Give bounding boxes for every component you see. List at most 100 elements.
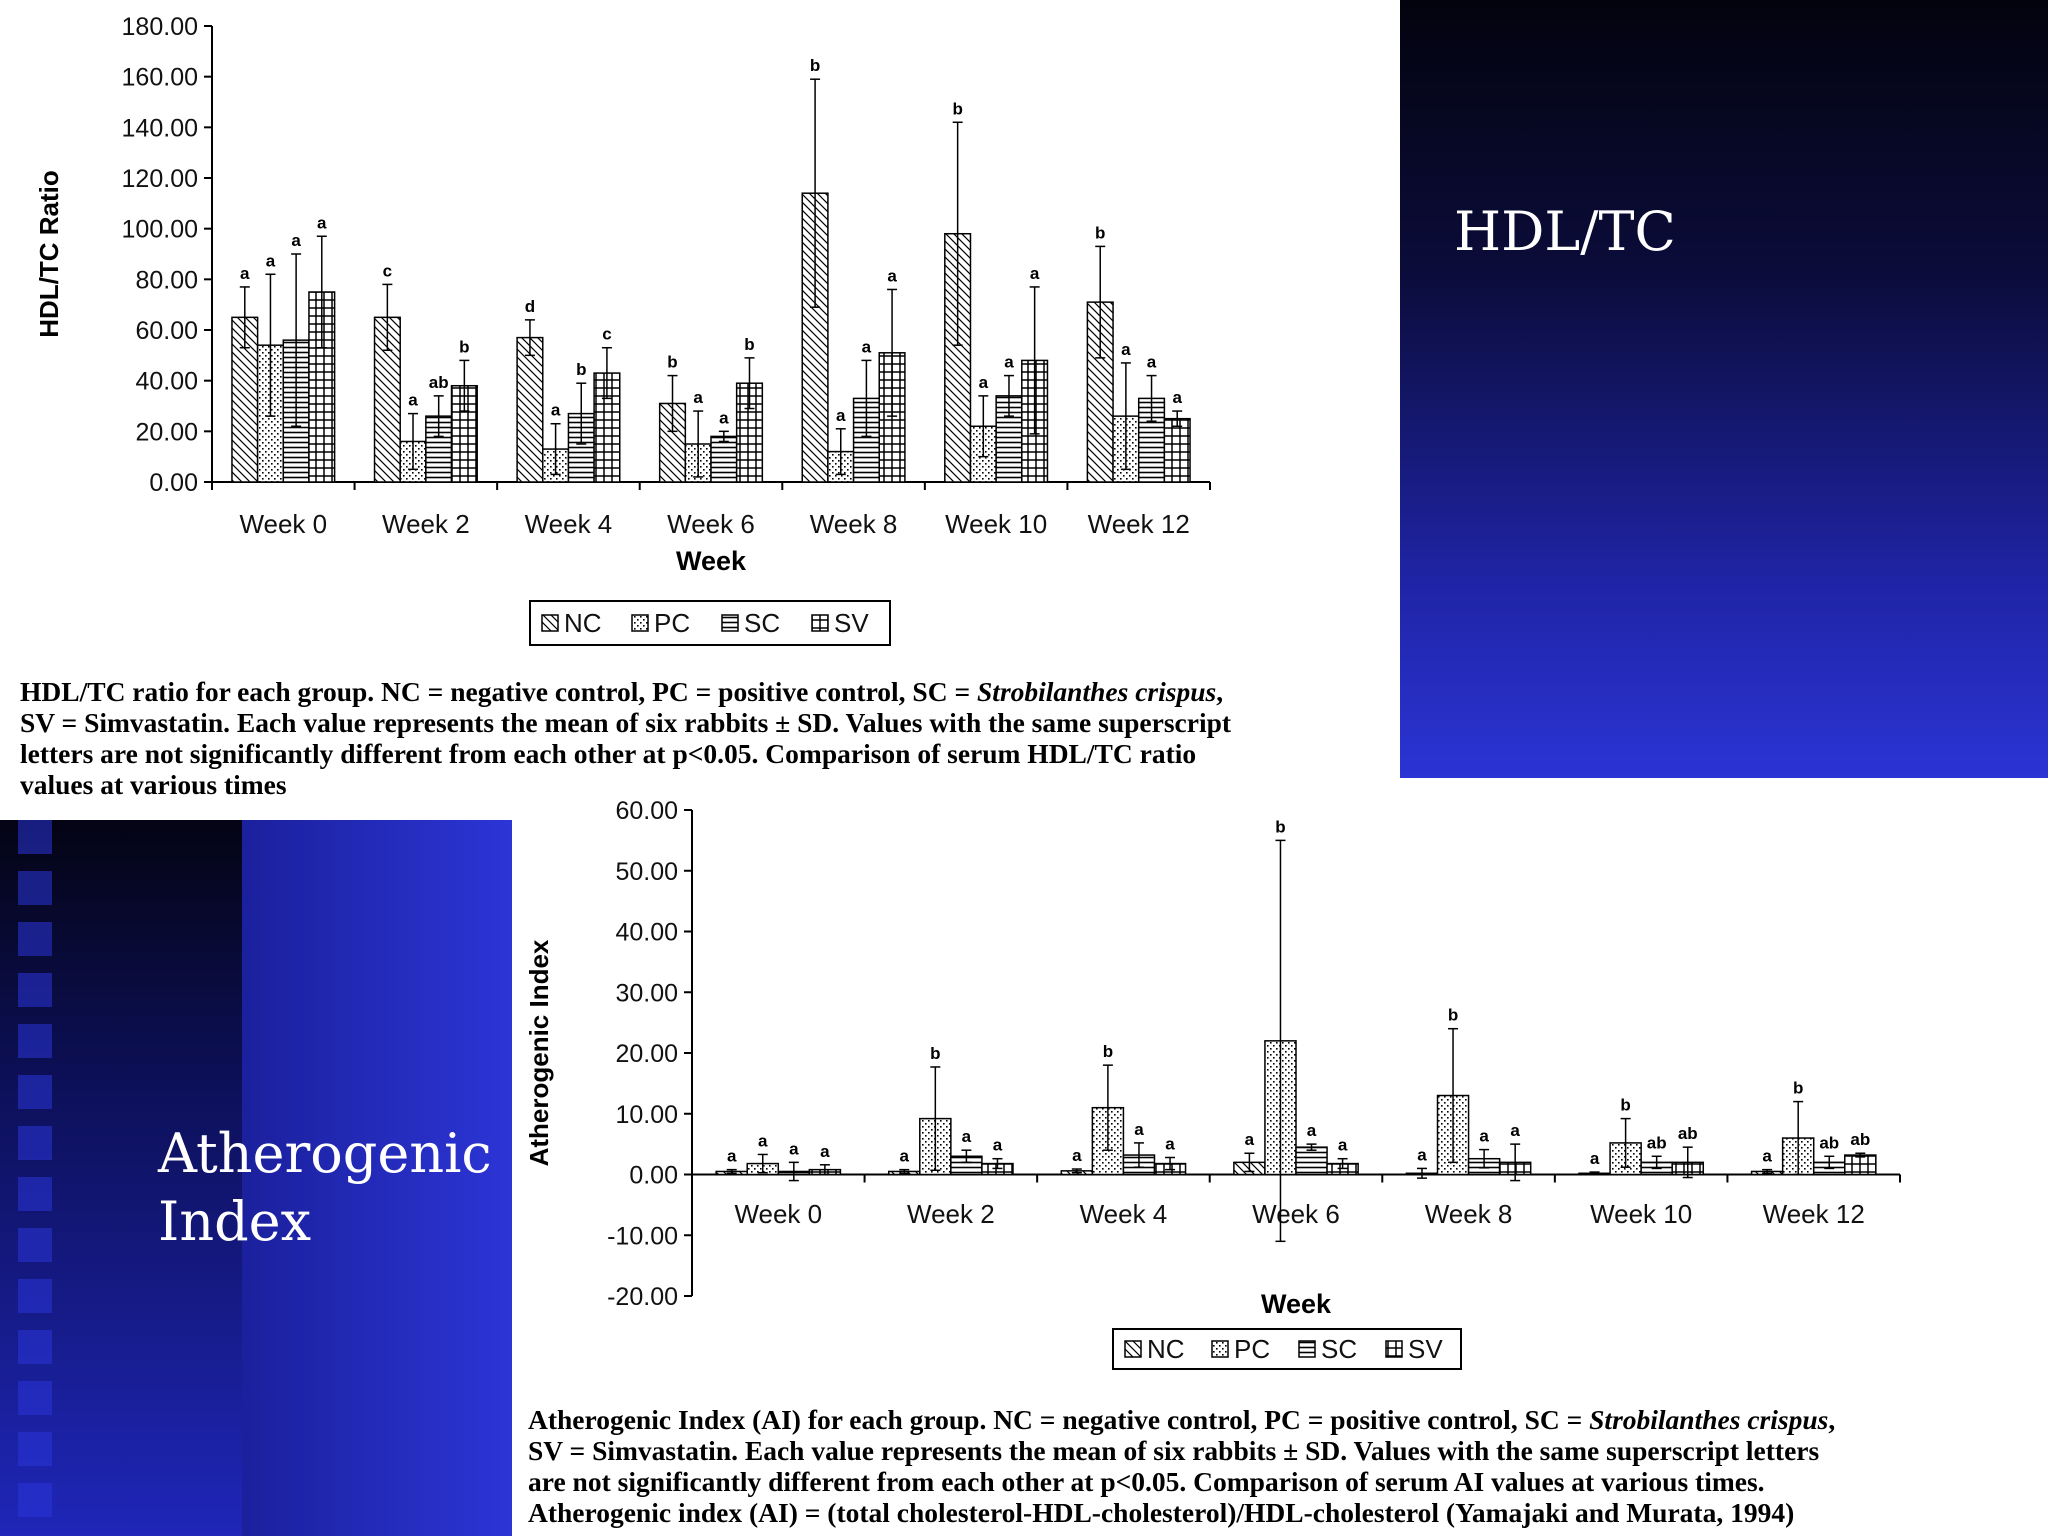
significance-label: b	[744, 335, 754, 354]
bar-sv	[878, 352, 906, 483]
y-tick-label: 140.00	[122, 114, 198, 142]
caption-line: letters are not significantly different …	[20, 738, 1197, 769]
y-tick-label: 160.00	[122, 64, 198, 92]
caption-text: Atherogenic Index (AI) for each group. N…	[528, 1404, 1590, 1435]
legend-swatch	[1211, 1340, 1229, 1358]
significance-label: b	[952, 99, 962, 118]
legend-label: PC	[654, 608, 690, 638]
caption-line: SV = Simvastatin. Each value represents …	[528, 1435, 1820, 1466]
y-tick-label: -20.00	[607, 1283, 678, 1311]
y-tick-label: 120.00	[122, 165, 198, 193]
species-name: Strobilanthes crispus	[977, 676, 1217, 707]
decorative-square	[18, 1126, 52, 1160]
significance-label: b	[1793, 1079, 1803, 1098]
significance-label: b	[1275, 817, 1285, 836]
significance-label: a	[993, 1136, 1003, 1155]
x-tick-label: Week 0	[239, 509, 327, 539]
significance-label: b	[1620, 1096, 1630, 1115]
caption-line: SV = Simvastatin. Each value represents …	[20, 707, 1232, 738]
x-tick-label: Week 12	[1088, 509, 1190, 539]
significance-label: a	[789, 1139, 799, 1158]
caption-line: Atherogenic index (AI) = (total choleste…	[528, 1497, 1795, 1528]
top-right-panel	[1400, 0, 2048, 778]
caption-text: ,	[1216, 676, 1224, 707]
species-name: Strobilanthes crispus	[1589, 1404, 1829, 1435]
decorative-square	[18, 922, 52, 956]
y-tick-label: 180.00	[122, 13, 198, 41]
significance-label: a	[1417, 1145, 1427, 1164]
bar-sv	[1163, 417, 1191, 483]
decorative-square	[18, 1024, 52, 1058]
y-tick-label: 80.00	[135, 266, 198, 294]
significance-label: a	[317, 213, 327, 232]
legend-swatch	[631, 614, 649, 632]
significance-label: a	[1510, 1121, 1520, 1140]
significance-label: a	[1147, 353, 1157, 372]
significance-label: a	[836, 406, 846, 425]
legend-label: SV	[834, 608, 869, 638]
caption-text: HDL/TC ratio for each group. NC = negati…	[20, 676, 978, 707]
bar-sc	[852, 397, 880, 483]
y-tick-label: 100.00	[122, 216, 198, 244]
significance-label: a	[693, 388, 703, 407]
significance-label: a	[1165, 1134, 1175, 1153]
significance-label: ab	[429, 373, 449, 392]
significance-label: a	[266, 251, 276, 270]
legend-swatch	[721, 614, 739, 632]
decorative-square	[18, 1177, 52, 1211]
legend-swatch	[1385, 1340, 1403, 1358]
significance-label: a	[1338, 1136, 1348, 1155]
bar-nc	[516, 336, 544, 483]
significance-label: b	[1103, 1042, 1113, 1061]
decorative-squares	[18, 820, 52, 1534]
x-tick-label: Week 8	[810, 509, 898, 539]
decorative-square	[18, 1279, 52, 1313]
legend-label: NC	[1147, 1334, 1185, 1364]
caption-line: Atherogenic Index (AI) for each group. N…	[528, 1404, 2038, 1435]
significance-label: ab	[1678, 1124, 1698, 1143]
x-tick-label: Week 0	[734, 1199, 822, 1229]
significance-label: c	[383, 261, 392, 280]
significance-label: d	[525, 297, 535, 316]
bottom-left-panel	[0, 820, 512, 1536]
significance-label: a	[240, 264, 250, 283]
hdl-caption: HDL/TC ratio for each group. NC = negati…	[20, 676, 1400, 800]
hdl-tc-chart: 0.00 20.00 40.00 60.00 80.00 100.00 120.00 140.…	[34, 13, 1211, 646]
significance-label: a	[962, 1127, 972, 1146]
y-tick-label: 50.00	[615, 858, 678, 886]
legend-box	[1112, 1328, 1462, 1370]
x-tick-label: Week 10	[1590, 1199, 1692, 1229]
legend-swatch	[811, 614, 829, 632]
decorative-square	[18, 1483, 52, 1517]
x-tick-label: Week 12	[1763, 1199, 1865, 1229]
significance-label: a	[1590, 1149, 1600, 1168]
significance-label: a	[820, 1142, 830, 1161]
y-axis-label: HDL/TC Ratio	[34, 170, 64, 338]
significance-label: a	[1479, 1127, 1489, 1146]
legend-box	[529, 600, 891, 646]
x-tick-label: Week 2	[382, 509, 470, 539]
ai-caption: Atherogenic Index (AI) for each group. N…	[528, 1404, 2038, 1528]
significance-label: b	[1095, 223, 1105, 242]
significance-label: b	[1448, 1006, 1458, 1025]
caption-line: values at various times	[20, 769, 287, 800]
y-tick-label: 40.00	[135, 368, 198, 396]
title-line-2: Index	[158, 1190, 312, 1253]
decorative-square	[18, 973, 52, 1007]
x-tick-label: Week 4	[1080, 1199, 1168, 1229]
legend-label: SC	[1321, 1334, 1357, 1364]
significance-label: b	[459, 337, 469, 356]
decorative-square	[18, 1330, 52, 1364]
atherogenic-index-chart: -20.00 -10.00 0.00 10.00 20.00 30.00 40.00 50.0…	[524, 797, 1901, 1370]
significance-label: a	[1172, 388, 1182, 407]
y-tick-label: 30.00	[615, 979, 678, 1007]
decorative-square	[18, 820, 52, 854]
significance-label: a	[1762, 1147, 1772, 1166]
x-tick-label: Week 4	[525, 509, 613, 539]
bar-sc	[1137, 397, 1166, 483]
legend-label: PC	[1234, 1334, 1270, 1364]
legend-label: NC	[564, 608, 602, 638]
x-axis-label: Week	[676, 546, 747, 576]
significance-label: a	[1245, 1130, 1255, 1149]
bar-sc	[1295, 1146, 1328, 1176]
